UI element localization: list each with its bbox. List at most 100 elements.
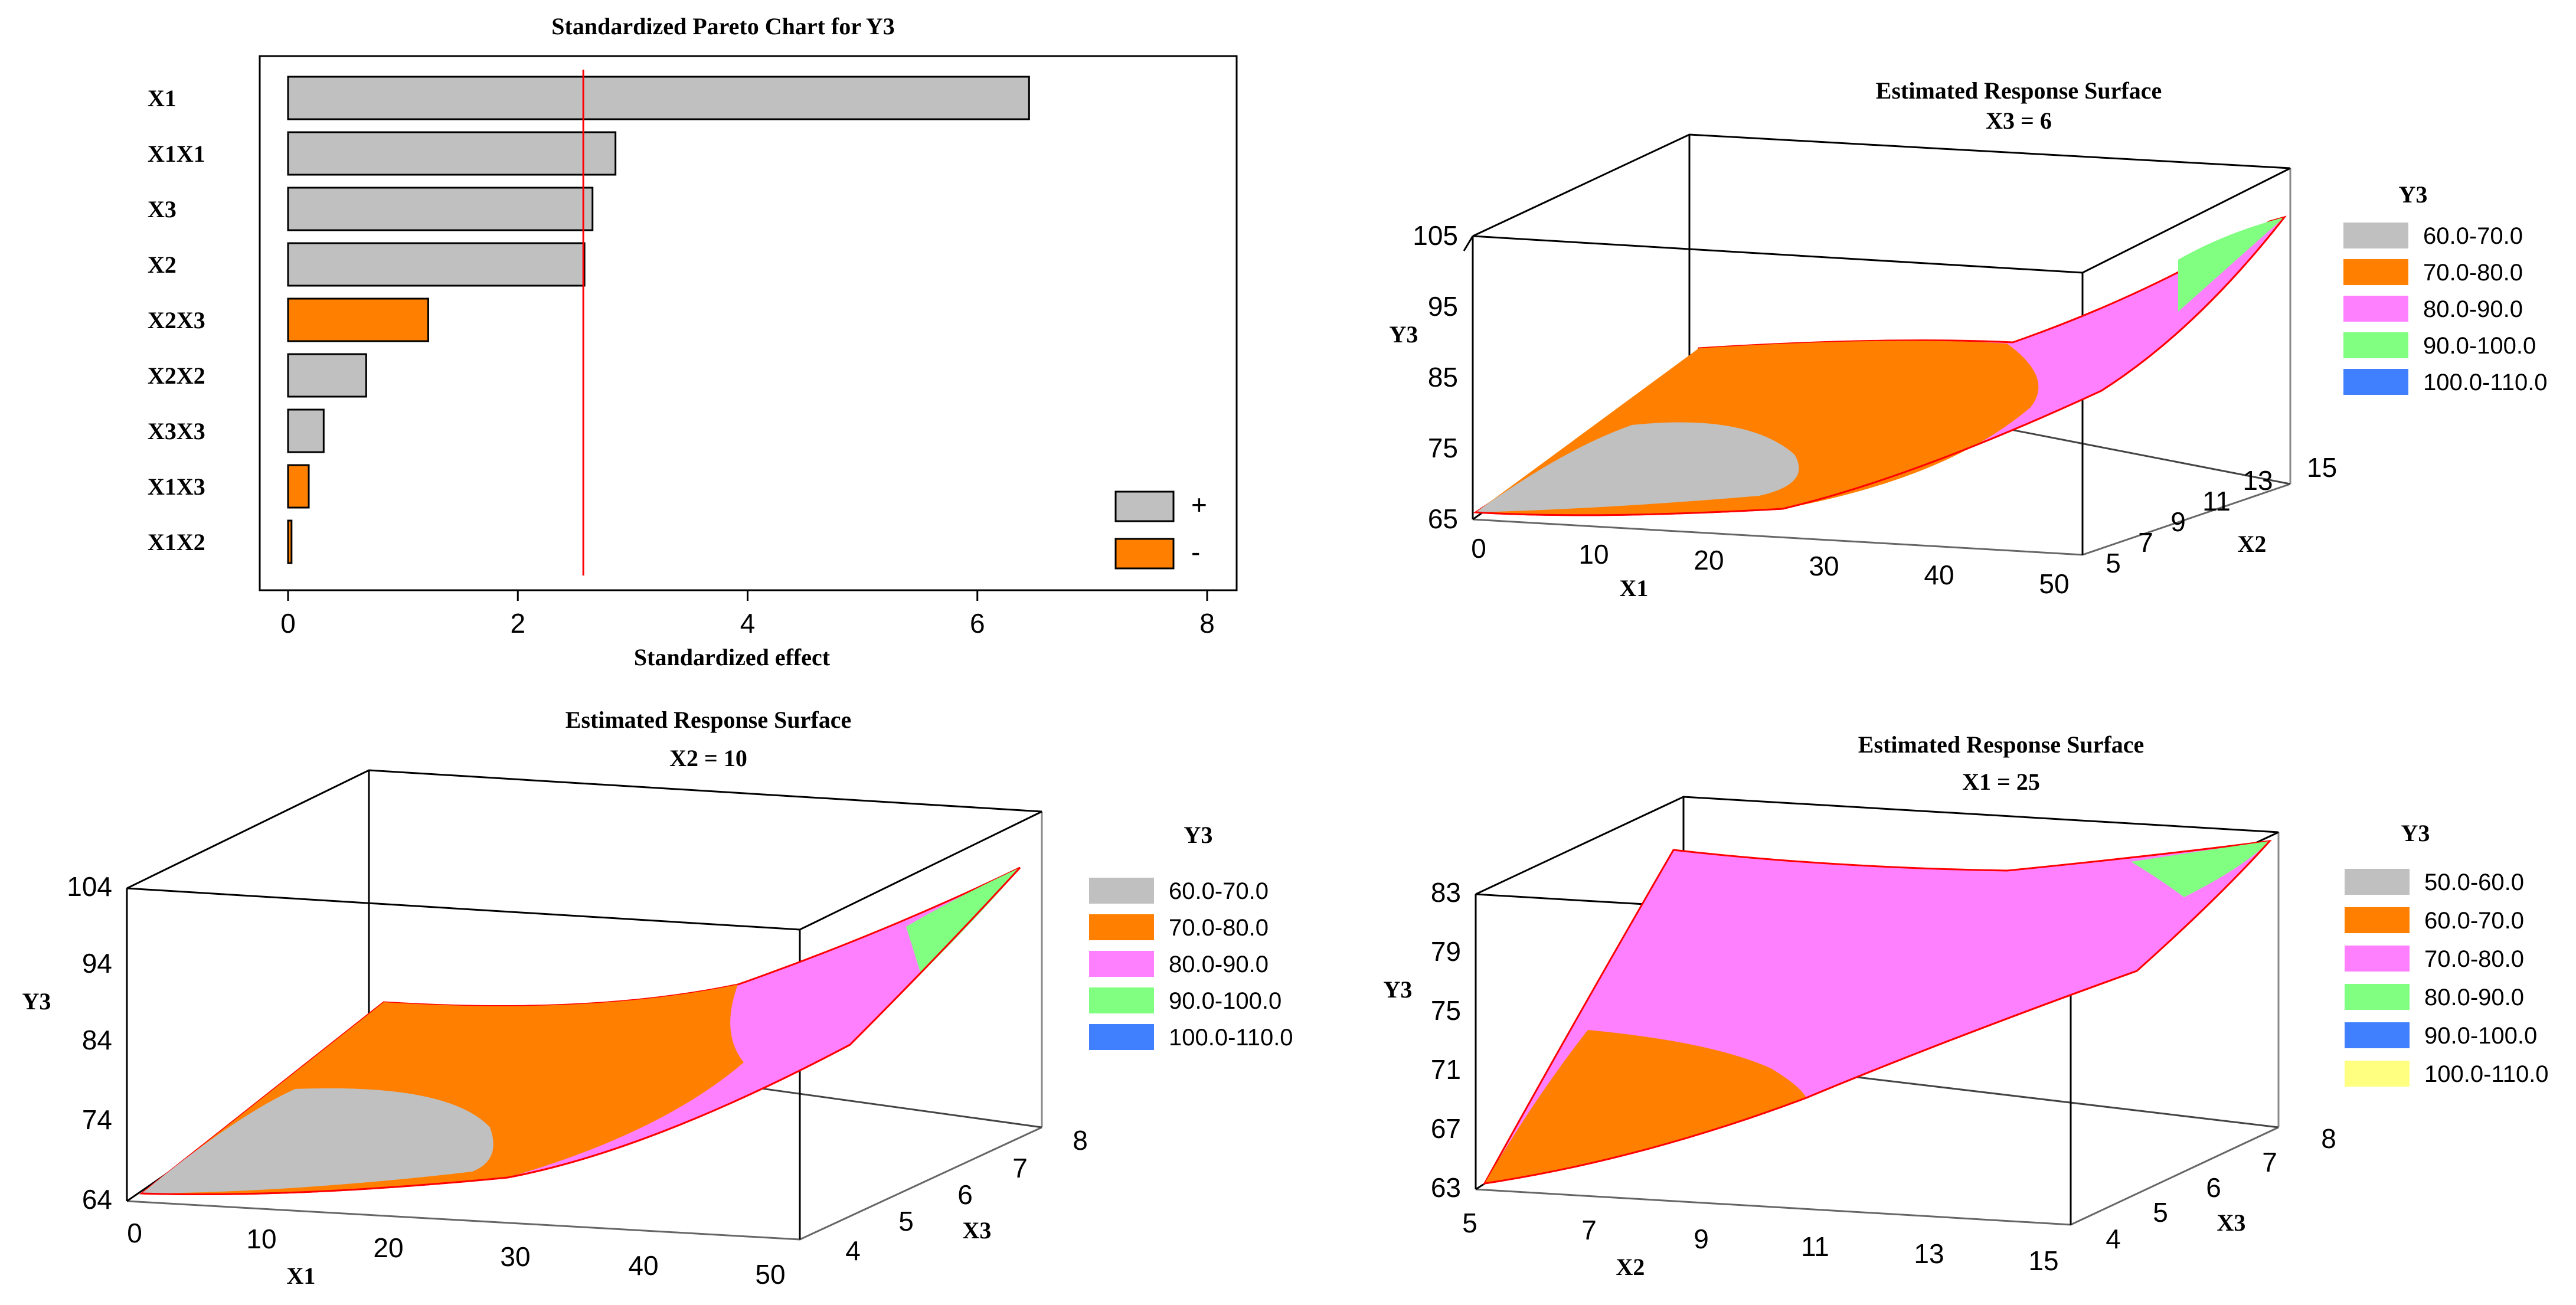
pareto-bar (287, 297, 429, 342)
pareto-x-tick-label: 0 (280, 608, 296, 639)
surface1-z-tick: 75 (1428, 433, 1458, 463)
surface1-z-tick: 105 (1413, 220, 1458, 251)
surface2-z-label: Y3 (22, 988, 51, 1015)
surface1-title: Estimated Response Surface (1876, 77, 2162, 104)
legend-label: 80.0-90.0 (2424, 985, 2524, 1010)
legend-swatch (2345, 984, 2410, 1010)
surface3-x-tick: 7 (1581, 1215, 1597, 1245)
pareto-chart: Standardized Pareto Chart for Y3 X1X1X1X… (148, 13, 1238, 671)
legend-title: Y3 (2399, 181, 2428, 208)
surface2-x-label: X1 (287, 1263, 316, 1289)
surface1-y-axis: 5 7 9 11 13 15 X2 (2106, 452, 2337, 578)
surface1-y-tick: 15 (2307, 452, 2337, 483)
surface2-z-tick: 74 (82, 1104, 112, 1135)
surface3-title: Estimated Response Surface (1858, 731, 2144, 758)
pareto-category-label: X3X3 (148, 418, 205, 444)
surface1-x-axis: 0 10 20 30 40 50 X1 (1471, 533, 2069, 601)
surface2-z-tick: 64 (82, 1184, 112, 1215)
surface3-z-tick: 63 (1431, 1172, 1461, 1203)
surface3-z-tick: 75 (1431, 995, 1461, 1026)
legend-label: 90.0-100.0 (2424, 1023, 2537, 1049)
surface3-y-tick: 8 (2321, 1123, 2336, 1154)
pareto-bar (287, 353, 367, 398)
pareto-x-tick-label: 4 (740, 608, 756, 639)
surface3-x-label: X2 (1616, 1254, 1645, 1280)
surface1-z-label: Y3 (1390, 321, 1418, 348)
surface2-z-tick: 94 (82, 948, 112, 979)
pareto-x-ticks: 0 2 4 6 8 (280, 590, 1215, 639)
surface2-y-tick: 5 (898, 1206, 914, 1237)
legend-label: 70.0-80.0 (1169, 915, 1269, 941)
surface2-x-tick: 20 (373, 1232, 403, 1263)
surface3-legend: Y3 50.0-60.0 60.0-70.0 70.0-80.0 80.0-90.0 90… (2345, 820, 2549, 1087)
legend-title: Y3 (1184, 822, 1213, 848)
pareto-x-tick-label: 6 (970, 608, 985, 639)
pareto-category-label: X2X3 (148, 307, 205, 333)
surface2-subtitle: X2 = 10 (669, 745, 747, 771)
surface2-y-tick: 7 (1012, 1153, 1028, 1183)
legend-swatch (2345, 1061, 2410, 1087)
pareto-category-label: X1 (148, 85, 176, 112)
surface1-y-label: X2 (2238, 531, 2267, 557)
surface1-fill (1473, 215, 2287, 516)
pareto-bar (287, 187, 594, 231)
surface3-y-tick: 6 (2206, 1172, 2221, 1203)
pareto-category-label: X3 (148, 196, 176, 223)
surface3-x-tick: 13 (1914, 1238, 1944, 1269)
pareto-x-tick-label: 8 (1199, 608, 1215, 639)
pareto-bar (287, 242, 586, 287)
surface2-y-tick: 6 (957, 1179, 973, 1210)
surface1-x-tick: 0 (1471, 533, 1486, 564)
surface1-z-tick: 85 (1428, 362, 1458, 393)
surface3-z-tick: 71 (1431, 1054, 1461, 1085)
legend-swatch (1089, 914, 1154, 940)
surface1-x-tick: 50 (2039, 568, 2069, 599)
surface-chart-x2-10: Estimated Response Surface X2 = 10 104 9… (22, 707, 1293, 1290)
surface1-x-label: X1 (1620, 575, 1649, 601)
surface3-z-tick: 79 (1431, 936, 1461, 967)
surface2-x-axis: 0 10 20 30 40 50 X1 (127, 1218, 785, 1290)
surface3-x-tick: 9 (1694, 1224, 1709, 1254)
surface2-legend: Y3 60.0-70.0 70.0-80.0 80.0-90.0 90.0-100.0 1… (1089, 822, 1293, 1051)
surface1-y-tick: 7 (2138, 527, 2153, 558)
legend-label: 70.0-80.0 (2424, 946, 2524, 972)
surface1-legend: Y3 60.0-70.0 70.0-80.0 80.0-90.0 90.0-100.0 1… (2343, 181, 2548, 395)
legend-label: 60.0-70.0 (2424, 908, 2524, 934)
legend-title: Y3 (2401, 820, 2430, 846)
surface2-x-tick: 0 (127, 1218, 142, 1248)
surface1-z-tick: 95 (1428, 291, 1458, 322)
pareto-category-label: X2X2 (148, 362, 205, 389)
legend-label: 80.0-90.0 (1169, 951, 1269, 977)
surface2-x-tick: 30 (500, 1241, 530, 1272)
surface1-x-tick: 30 (1809, 551, 1839, 581)
legend-swatch (2343, 223, 2408, 248)
legend-label: 90.0-100.0 (1169, 988, 1282, 1014)
pareto-category-label: X2 (148, 251, 176, 278)
pareto-title: Standardized Pareto Chart for Y3 (551, 13, 894, 40)
legend-label: 100.0-110.0 (1169, 1025, 1293, 1051)
surface3-z-axis: 83 79 75 71 67 63 Y3 (1384, 877, 1461, 1203)
legend-label: 60.0-70.0 (2423, 223, 2523, 249)
legend-swatch (2343, 259, 2408, 285)
surface2-fill (139, 866, 1021, 1195)
pareto-bar (287, 464, 310, 509)
legend-label: 100.0-110.0 (2423, 369, 2548, 395)
legend-label: 90.0-100.0 (2423, 333, 2536, 359)
pareto-legend: +- (1114, 489, 1207, 570)
surface3-z-tick: 67 (1431, 1113, 1461, 1144)
legend-swatch (2345, 1022, 2410, 1048)
legend-label: 100.0-110.0 (2424, 1061, 2549, 1087)
pareto-bars (287, 76, 1030, 564)
surface2-y-tick: 4 (845, 1235, 861, 1266)
surface3-x-tick: 5 (1462, 1208, 1477, 1238)
pareto-bar (287, 519, 293, 564)
surface1-y-tick: 13 (2242, 465, 2273, 496)
surface2-z-tick: 84 (82, 1025, 112, 1055)
surface3-y-label: X3 (2217, 1209, 2246, 1236)
surface3-y-tick: 4 (2106, 1224, 2121, 1254)
surface3-y-axis: 4 5 6 7 8 X3 (2106, 1123, 2336, 1254)
surface1-z-tick: 65 (1428, 503, 1458, 534)
surface1-y-tick: 5 (2106, 548, 2121, 578)
